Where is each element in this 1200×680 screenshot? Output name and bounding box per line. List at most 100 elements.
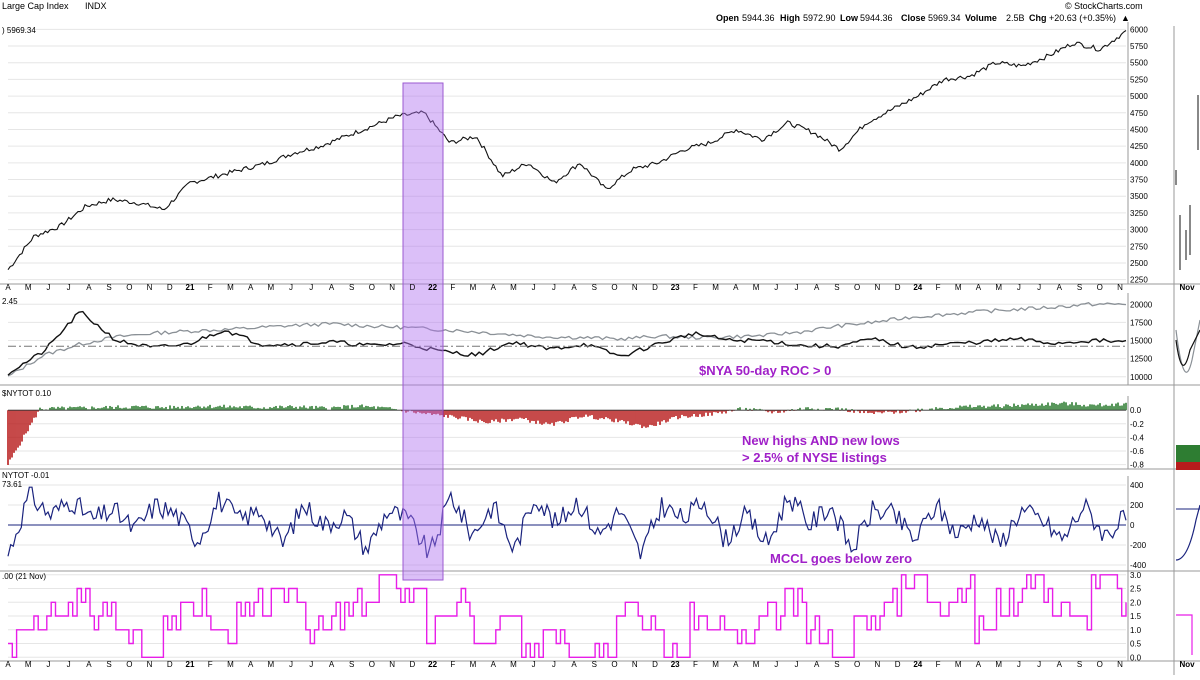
x-tick-label: A [1057, 283, 1063, 292]
x-tick-label: S [349, 660, 354, 669]
x-tick-label: J [1037, 660, 1041, 669]
watermark: © StockCharts.com [1065, 1, 1143, 11]
y-tick-label: 5750 [1130, 42, 1148, 51]
low-value: 5944.36 [860, 13, 893, 23]
x-tick-label: O [1097, 660, 1103, 669]
x-tick-label: A [86, 660, 92, 669]
x-tick-label: N [147, 660, 153, 669]
x-tick-label: A [976, 283, 982, 292]
x-tick-label: D [652, 660, 658, 669]
open-value: 5944.36 [742, 13, 775, 23]
volume-value: 2.5B [1006, 13, 1025, 23]
y-tick-label: 0.5 [1130, 640, 1142, 649]
y-tick-label: 2250 [1130, 276, 1148, 285]
y-tick-label: 20000 [1130, 300, 1153, 309]
x-tick-label: J [1017, 660, 1021, 669]
y-tick-label: 15000 [1130, 337, 1153, 346]
x-tick-label: O [854, 660, 860, 669]
x-tick-label: M [510, 283, 517, 292]
x-tick-label: F [450, 660, 455, 669]
y-tick-label: 5500 [1130, 59, 1148, 68]
y-tick-label: 5000 [1130, 92, 1148, 101]
x-tick-label: J [774, 660, 778, 669]
x-tick-label: F [450, 283, 455, 292]
x-tick-label: J [67, 660, 71, 669]
x-tick-label: J [46, 283, 50, 292]
mccl-series-line [7, 486, 1127, 560]
close-label: Close [901, 13, 926, 23]
y-tick-label: 4250 [1130, 142, 1148, 151]
y-tick-label: 12500 [1130, 355, 1153, 364]
side-roc-gray [1175, 319, 1200, 373]
chg-label: Chg [1029, 13, 1047, 23]
y-tick-label: 6000 [1130, 25, 1148, 34]
y-tick-label: 3750 [1130, 176, 1148, 185]
x-tick-label: 21 [186, 283, 195, 292]
x-tick-label: D [167, 660, 173, 669]
x-tick-label: 22 [428, 660, 437, 669]
x-tick-label-side: Nov [1179, 660, 1195, 669]
x-tick-label: D [409, 660, 415, 669]
x-tick-label: A [1057, 660, 1063, 669]
side-nytot-pos [1176, 445, 1200, 465]
x-tick-label: M [753, 660, 760, 669]
x-tick-label: A [814, 660, 820, 669]
x-tick-label: S [592, 660, 597, 669]
x-tick-label: A [329, 660, 335, 669]
x-tick-label: J [532, 283, 536, 292]
x-tick-label: J [309, 283, 313, 292]
x-tick-label: 24 [913, 283, 922, 292]
x-tick-label: 23 [671, 660, 680, 669]
x-tick-label: S [834, 660, 839, 669]
x-tick-label: J [532, 660, 536, 669]
x-tick-label: M [25, 283, 32, 292]
x-tick-label: N [389, 283, 395, 292]
x-tick-label: O [854, 283, 860, 292]
x-tick-label-side: Nov [1179, 283, 1195, 292]
y-tick-label: 10000 [1130, 373, 1153, 382]
low-label: Low [840, 13, 859, 23]
x-tick-label: 21 [186, 660, 195, 669]
x-tick-label: O [369, 283, 375, 292]
x-tick-label: S [349, 283, 354, 292]
x-tick-label: S [834, 283, 839, 292]
chg-up-arrow-icon: ▲ [1121, 13, 1130, 23]
x-tick-label: F [208, 283, 213, 292]
y-tick-label: 400 [1130, 481, 1144, 490]
panels-group [0, 22, 1200, 675]
x-tick-label: N [389, 660, 395, 669]
x-tick-label: A [5, 660, 11, 669]
y-tick-label: 2750 [1130, 242, 1148, 251]
x-tick-label: A [248, 660, 254, 669]
x-tick-label: J [309, 660, 313, 669]
nytot-legend: $NYTOT 0.10 [2, 389, 52, 398]
x-tick-label: A [248, 283, 254, 292]
x-tick-label: J [1037, 283, 1041, 292]
x-tick-label: M [995, 660, 1002, 669]
x-tick-label: F [936, 283, 941, 292]
x-tick-label: M [753, 283, 760, 292]
x-tick-label: O [369, 660, 375, 669]
roc-series-gray-line [7, 301, 1127, 377]
x-tick-label: S [106, 283, 111, 292]
mccl-annotation: MCCL goes below zero [770, 551, 912, 566]
x-tick-label: N [874, 660, 880, 669]
y-tick-label: 3250 [1130, 209, 1148, 218]
x-tick-label: S [592, 283, 597, 292]
x-tick-label: F [208, 660, 213, 669]
x-tick-label: M [510, 660, 517, 669]
x-tick-label: O [126, 283, 132, 292]
annotations-group: $NYA 50-day ROC > 0 New highs AND new low… [699, 363, 912, 566]
highlight-band [402, 82, 444, 581]
side-price-bars [1175, 170, 1191, 270]
x-tick-label: S [1077, 283, 1082, 292]
x-tick-label: N [632, 660, 638, 669]
x-tick-label: M [227, 283, 234, 292]
high-value: 5972.90 [803, 13, 836, 23]
y-tick-label: 2.0 [1130, 598, 1142, 607]
close-value: 5969.34 [928, 13, 961, 23]
x-tick-label: A [814, 283, 820, 292]
side-roc-black [1175, 329, 1200, 366]
